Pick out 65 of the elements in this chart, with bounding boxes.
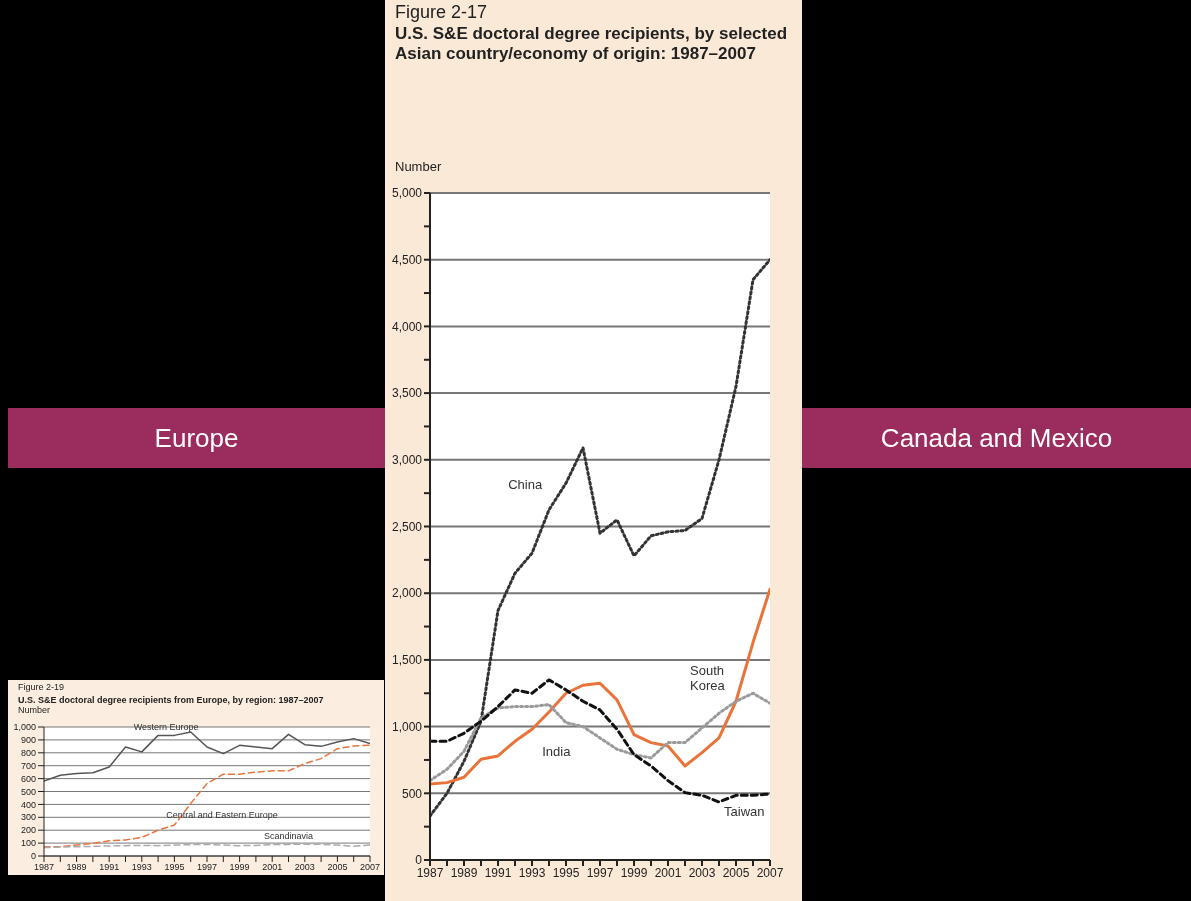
series-label: Western Europe [133, 722, 199, 733]
x-tick-label: 2007 [756, 865, 784, 880]
y-tick-label: 900 [20, 735, 36, 746]
x-tick-label: 1995 [164, 862, 185, 873]
x-tick-label: 2007 [359, 862, 381, 873]
series-label: China [508, 477, 543, 493]
line-series [44, 731, 370, 782]
x-tick-label: 2001 [654, 865, 682, 880]
y-tick-label: 600 [20, 773, 36, 784]
x-tick-label: 1997 [196, 862, 218, 873]
y-tick-label: 2,500 [391, 519, 423, 534]
x-tick-label: 1989 [66, 862, 87, 873]
chart-subtitle: U.S. S&E doctoral degree recipients, by selected Asian country/economy of origin: 1987–2007 [395, 24, 789, 65]
y-tick-label: 300 [20, 812, 36, 823]
y-tick-label: 500 [401, 786, 423, 801]
chart-title: Figure 2-17 [395, 2, 488, 23]
y-tick-label: 100 [20, 838, 36, 849]
y-tick-label: 2,000 [391, 586, 423, 601]
x-tick-label: 2005 [722, 865, 750, 880]
y-tick-label: 1,000 [391, 719, 423, 734]
x-tick-label: 2005 [327, 862, 348, 873]
text: Canada and Mexico [802, 408, 1191, 468]
line-series [430, 678, 770, 804]
x-tick-label: 1997 [586, 865, 614, 880]
line-series [430, 587, 770, 786]
series-label: India [542, 743, 572, 759]
y-tick-label: 400 [20, 799, 36, 810]
x-tick-label: 1999 [229, 862, 250, 873]
y-axis-title: Number [395, 159, 442, 174]
x-tick-label: 1991 [484, 865, 512, 880]
y-tick-label: 3,000 [391, 453, 423, 468]
series-label: Scandinavia [264, 831, 314, 842]
series-label: Central and Eastern Europe [166, 809, 278, 820]
y-tick-label: 200 [20, 825, 36, 836]
text: Europe [8, 408, 385, 468]
x-tick-label: 1987 [416, 865, 444, 880]
y-tick-label: 1,500 [391, 653, 423, 668]
y-tick-label: 1,000 [13, 722, 36, 733]
x-tick-label: 1987 [33, 862, 55, 873]
x-tick-label: 1993 [131, 862, 152, 873]
x-tick-label: 2003 [294, 862, 315, 873]
line-series [430, 258, 770, 818]
line-series [430, 691, 770, 783]
x-tick-label: 1991 [99, 862, 120, 873]
y-tick-label: 700 [20, 760, 36, 771]
series-label: South Korea [690, 662, 726, 693]
y-tick-label: 5,000 [391, 186, 423, 201]
y-tick-label: 3,500 [391, 386, 423, 401]
x-tick-label: 1999 [620, 865, 648, 880]
chart-title: Figure 2-19 [18, 682, 65, 692]
x-tick-label: 2003 [688, 865, 716, 880]
y-axis-title: Number [18, 705, 51, 715]
x-tick-label: 1993 [518, 865, 546, 880]
chart-subtitle: U.S. S&E doctoral degree recipients from Europe, by region: 1987–2007 [18, 695, 325, 706]
y-tick-label: 800 [20, 747, 36, 758]
y-tick-label: 0 [30, 851, 36, 862]
series-label: Taiwan [724, 803, 765, 819]
x-tick-label: 1989 [450, 865, 478, 880]
y-tick-label: 4,500 [391, 252, 423, 267]
y-tick-label: 0 [415, 853, 423, 868]
line-series [44, 744, 370, 848]
x-tick-label: 1995 [552, 865, 580, 880]
x-tick-label: 2001 [262, 862, 283, 873]
y-tick-label: 4,000 [391, 319, 423, 334]
y-tick-label: 500 [20, 786, 36, 797]
